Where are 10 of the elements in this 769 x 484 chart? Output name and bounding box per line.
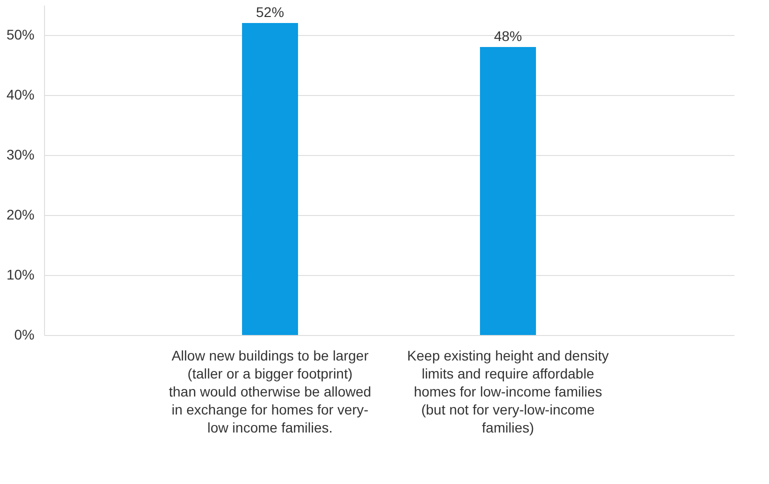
data-label: 48% bbox=[494, 28, 522, 44]
y-tick-label: 30% bbox=[6, 146, 34, 162]
x-tick-label: Keep existing height and density limits and require affordable homes for low-income families (but not for very-low-income families) bbox=[407, 348, 609, 436]
data-label: 52% bbox=[256, 4, 284, 20]
y-tick-label: 20% bbox=[6, 206, 34, 222]
y-tick-label: 0% bbox=[14, 326, 34, 342]
y-tick-label: 40% bbox=[6, 86, 34, 102]
y-tick-label: 50% bbox=[6, 26, 34, 42]
y-tick-label: 10% bbox=[6, 266, 34, 282]
x-tick-label: Allow new buildings to be larger (taller or a bigger footprint) than would otherwise be allowed in exchange for homes for very-low income families. bbox=[168, 348, 372, 436]
